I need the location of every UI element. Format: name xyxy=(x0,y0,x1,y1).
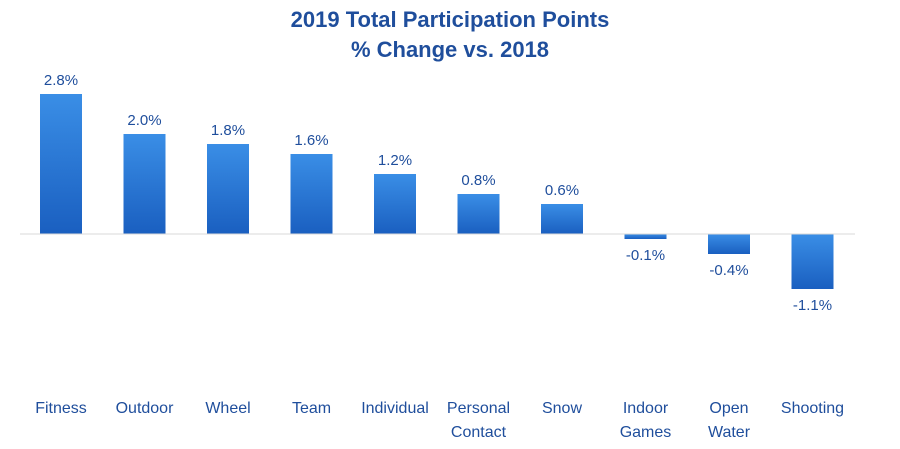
data-label: 1.2% xyxy=(378,152,412,169)
data-label: 0.8% xyxy=(461,172,495,189)
bar-shooting xyxy=(791,234,834,289)
data-label: 0.6% xyxy=(545,182,579,199)
data-label: 1.6% xyxy=(294,132,328,149)
chart-subtitle: % Change vs. 2018 xyxy=(350,37,550,62)
category-label: Games xyxy=(620,424,672,441)
bar-individual xyxy=(374,174,416,234)
data-label: 1.8% xyxy=(211,122,245,139)
category-label: Fitness xyxy=(35,400,87,417)
bar-wheel xyxy=(207,144,249,234)
data-label: 2.8% xyxy=(44,72,78,89)
category-label: Personal xyxy=(447,400,510,417)
bar-open-water xyxy=(708,234,750,254)
category-label: Open xyxy=(709,400,748,417)
bar-team xyxy=(290,154,333,234)
category-label: Wheel xyxy=(205,400,250,417)
bar-personal-contact xyxy=(457,194,500,234)
bar-fitness xyxy=(40,94,82,234)
category-label: Snow xyxy=(542,400,582,417)
category-label: Water xyxy=(708,424,751,441)
bar-indoor-games xyxy=(624,234,667,239)
category-label: Outdoor xyxy=(116,400,174,417)
data-label: -0.4% xyxy=(709,262,748,279)
category-label: Indoor xyxy=(623,400,669,417)
chart-title: 2019 Total Participation Points xyxy=(290,7,610,32)
category-label: Contact xyxy=(451,424,507,441)
category-label: Shooting xyxy=(781,400,844,417)
data-label: 2.0% xyxy=(127,112,161,129)
category-label: Team xyxy=(292,400,331,417)
bar-outdoor xyxy=(123,134,166,234)
category-label: Individual xyxy=(361,400,429,417)
data-label: -0.1% xyxy=(626,247,665,264)
bar-snow xyxy=(541,204,583,234)
data-label: -1.1% xyxy=(793,297,832,314)
